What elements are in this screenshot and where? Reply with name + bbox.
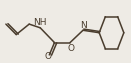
Text: O: O (67, 44, 74, 53)
Text: N: N (80, 21, 87, 30)
Text: NH: NH (34, 18, 47, 27)
Text: O: O (45, 52, 51, 61)
